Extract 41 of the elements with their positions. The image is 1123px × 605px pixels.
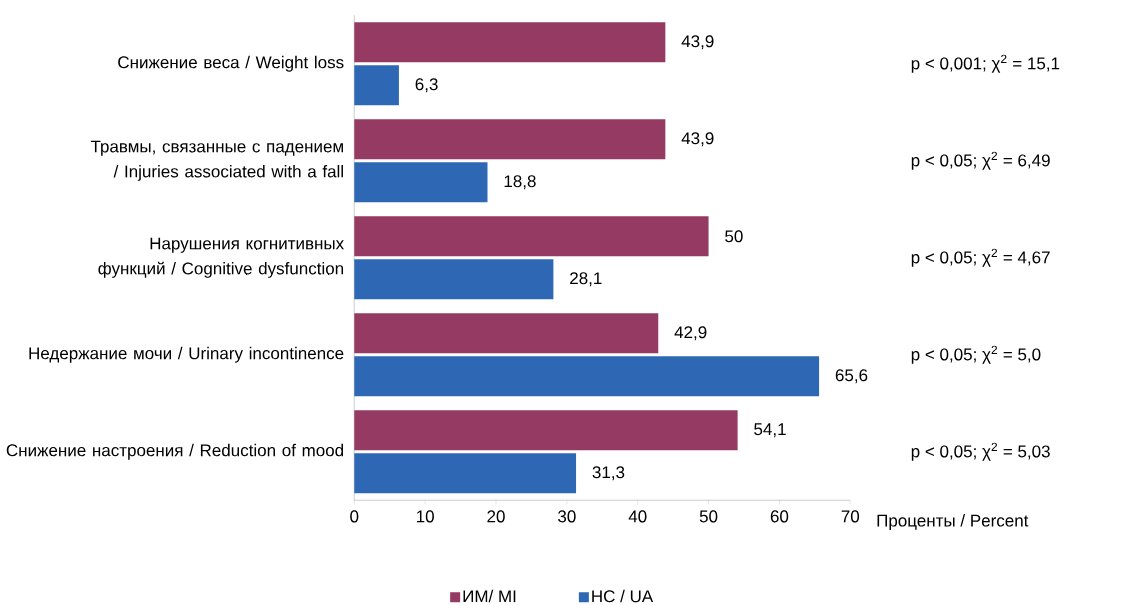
y-tick-label: Травмы, связанные с падением / Injuries associated with a fall: [90, 140, 343, 181]
data-label: 6,3: [415, 78, 438, 93]
y-tick-label: Нарушения когнитивных функций / Cognitive dysfunction: [98, 237, 344, 278]
bar: [354, 65, 399, 106]
data-label: 18,8: [504, 175, 536, 190]
bar: [354, 119, 666, 160]
legend-label: ИМ/ MI: [463, 589, 516, 603]
bar: [354, 356, 820, 397]
x-tick-label: 10: [416, 510, 434, 523]
data-label: 50: [725, 230, 743, 243]
x-tick-label: 60: [770, 510, 789, 523]
data-label: 42,9: [674, 326, 707, 341]
bar: [354, 216, 709, 257]
text: p < 0,05; χ$^{2}$ = 5,0: [911, 345, 1041, 364]
data-label: 28,1: [570, 272, 602, 287]
data-label: 65,6: [835, 369, 868, 384]
x-tick-label: 0: [350, 510, 359, 523]
x-tick-label: 50: [699, 510, 718, 523]
text: p < 0,001; χ$^{2}$ = 15,1: [911, 54, 1060, 73]
x-tick-label: 70: [841, 510, 860, 523]
bar: [354, 162, 488, 203]
data-label: 43,9: [681, 132, 714, 147]
data-label: 43,9: [681, 35, 714, 50]
x-axis-title: Проценты / Percent: [877, 514, 1029, 530]
x-tick-label: 40: [628, 510, 647, 523]
bar: [354, 313, 659, 354]
x-tick-label: 30: [558, 510, 576, 523]
text: p < 0,05; χ$^{2}$ = 6,49: [911, 151, 1050, 170]
legend-label: НС / UA: [592, 589, 654, 603]
y-tick-label: Снижение настроения / Reduction of mood: [6, 443, 344, 460]
y-tick-label: Недержание мочи / Urinary incontinence: [29, 346, 344, 363]
bar: [354, 22, 666, 63]
data-label: 54,1: [754, 423, 786, 438]
data-label: 31,3: [592, 466, 625, 481]
y-tick-label: Снижение веса / Weight loss: [118, 55, 344, 72]
bar: [354, 453, 577, 494]
text: p < 0,05; χ$^{2}$ = 5,03: [911, 442, 1050, 461]
bar: [354, 259, 554, 300]
x-tick-label: 20: [487, 510, 505, 523]
bar: [354, 410, 738, 451]
text: p < 0,05; χ$^{2}$ = 4,67: [911, 248, 1050, 267]
